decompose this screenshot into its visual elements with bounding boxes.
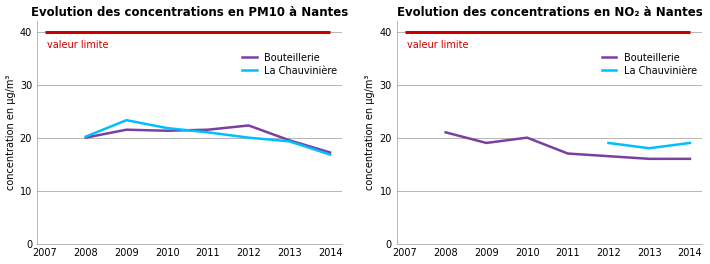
Y-axis label: concentration en µg/m³: concentration en µg/m³	[366, 75, 376, 190]
Text: valeur limite: valeur limite	[47, 40, 109, 50]
Legend: Bouteillerie, La Chauvinière: Bouteillerie, La Chauvinière	[242, 53, 337, 76]
Title: Evolution des concentrations en NO₂ à Nantes: Evolution des concentrations en NO₂ à Na…	[397, 6, 702, 18]
Legend: Bouteillerie, La Chauvinière: Bouteillerie, La Chauvinière	[602, 53, 697, 76]
Title: Evolution des concentrations en PM10 à Nantes: Evolution des concentrations en PM10 à N…	[31, 6, 348, 18]
Text: valeur limite: valeur limite	[407, 40, 469, 50]
Y-axis label: concentration en µg/m³: concentration en µg/m³	[6, 75, 16, 190]
